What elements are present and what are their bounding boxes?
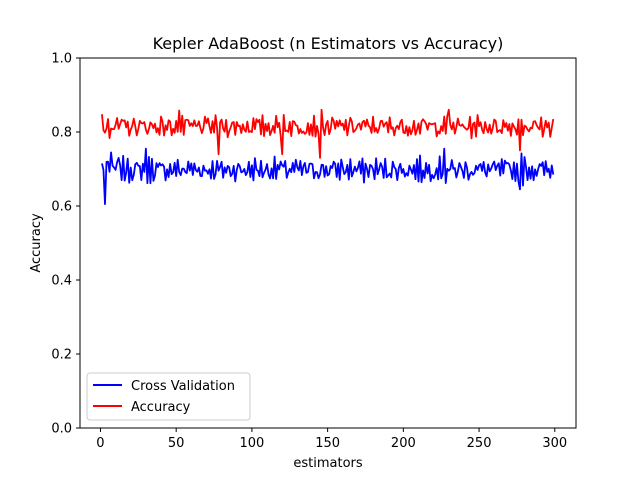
y-axis-label: Accuracy <box>29 213 44 273</box>
x-axis: 0 50 100 150 200 250 300 <box>96 428 567 451</box>
legend-label-accuracy: Accuracy <box>131 400 191 415</box>
y-tick-label: 1.0 <box>51 52 72 67</box>
series-line-cross-validation <box>101 147 555 206</box>
y-axis: 0.0 0.2 0.4 0.6 0.8 1.0 <box>51 52 80 437</box>
x-tick-label: 200 <box>391 436 416 451</box>
y-tick-label: 0.8 <box>51 126 72 141</box>
legend-box <box>86 372 251 421</box>
y-tick-label: 0.4 <box>51 274 72 289</box>
y-tick-label: 0.2 <box>51 348 72 363</box>
plot-area <box>79 57 577 429</box>
x-axis-label: estimators <box>293 456 363 471</box>
series-layer <box>101 108 555 206</box>
series-line-accuracy <box>101 108 555 159</box>
y-tick-label: 0.6 <box>51 200 72 215</box>
x-tick-label: 50 <box>168 436 185 451</box>
y-tick-label: 0.0 <box>51 422 72 437</box>
x-tick-label: 250 <box>467 436 492 451</box>
legend-label-cross-validation: Cross Validation <box>131 379 235 394</box>
x-tick-label: 300 <box>542 436 567 451</box>
x-tick-label: 0 <box>96 436 104 451</box>
legend: Cross Validation Accuracy <box>86 372 251 421</box>
x-tick-label: 100 <box>239 436 264 451</box>
chart-title: Kepler AdaBoost (n Estimators vs Accurac… <box>153 34 504 53</box>
x-tick-label: 150 <box>315 436 340 451</box>
